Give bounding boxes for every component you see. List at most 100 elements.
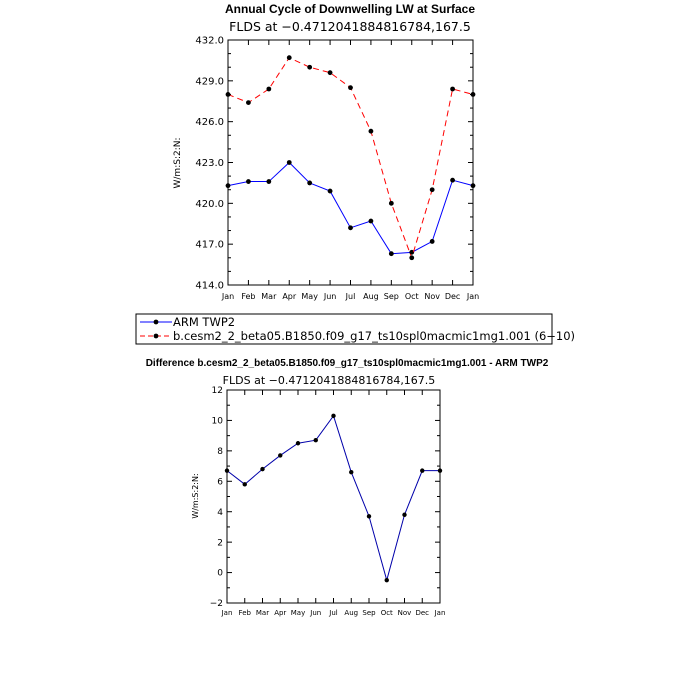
chart1-x-axis: Jan Feb Mar Apr May Jun Jul Aug Sep Oct Nov Dec Jan [221, 40, 479, 301]
c1-point [225, 92, 231, 97]
c1-ytick-label: 417.0 [195, 240, 224, 251]
c2-ytick-label: 10 [212, 417, 224, 427]
legend-label-arm: ARM TWP2 [173, 315, 235, 329]
c1-ytick-label: 420.0 [195, 199, 224, 210]
c1-point [368, 128, 374, 134]
chart1-subtitle: FLDS at −0.4712041884816784,167.5 [229, 19, 471, 34]
c1-point [286, 55, 292, 61]
c1-ytick-label: 432.0 [195, 36, 224, 47]
c1-xtick-label: Dec [445, 292, 460, 301]
chart2-title: Difference b.cesm2_2_beta05.B1850.f09_g1… [146, 358, 549, 369]
c2-series-line-0 [226, 414, 440, 583]
c1-point [368, 218, 374, 224]
c2-ytick-label: 6 [217, 477, 223, 487]
c1-point [409, 249, 415, 255]
c1-point [409, 255, 415, 261]
c1-xtick-label: Jul [345, 292, 356, 301]
c1-ytick-label: 423.0 [195, 158, 224, 169]
c2-point [402, 512, 407, 517]
c2-point [224, 468, 230, 473]
c1-xtick-label: Oct [405, 292, 419, 301]
c2-ytick-label: 8 [217, 447, 223, 457]
legend-marker-arm [153, 319, 159, 325]
chart1-plot-frame [227, 39, 474, 286]
c2-xtick-label: Feb [239, 609, 252, 617]
c1-point [307, 64, 313, 70]
chart1-title: Annual Cycle of Downwelling LW at Surfac… [225, 2, 475, 16]
chart2-y-axis: −2 0 2 4 6 8 10 12 [210, 386, 440, 609]
c2-point [384, 577, 389, 583]
c1-xtick-label: Nov [424, 292, 440, 301]
c1-point [388, 251, 394, 257]
c2-ytick-label: −2 [210, 599, 223, 609]
c1-point [348, 85, 353, 91]
c1-xtick-label: Jan [221, 292, 234, 301]
c2-point [331, 413, 336, 419]
chart2-ylabel: W/m:S:2:N: [191, 473, 200, 518]
c2-xtick-label: Jul [328, 609, 338, 617]
c2-ytick-label: 12 [212, 386, 223, 396]
c1-point [450, 86, 455, 92]
c1-xtick-label: Sep [384, 292, 399, 301]
chart1-series [225, 55, 476, 261]
c1-point [246, 100, 251, 106]
c1-point [266, 179, 272, 184]
chart1-y-axis: 414.0 417.0 420.0 423.0 426.0 429.0 432.0 [195, 36, 473, 292]
c2-point [260, 466, 265, 472]
chart-annual-cycle: Annual Cycle of Downwelling LW at Surfac… [173, 2, 479, 301]
c2-point [313, 438, 318, 443]
c1-point [266, 86, 272, 92]
chart-difference: Difference b.cesm2_2_beta05.B1850.f09_g1… [146, 358, 549, 617]
c1-ytick-label: 414.0 [195, 281, 224, 292]
c1-xtick-label: Apr [282, 292, 297, 301]
c2-ytick-label: 0 [217, 569, 223, 579]
c2-xtick-label: Jan [221, 609, 233, 617]
c1-point [286, 160, 292, 165]
chart2-subtitle: FLDS at −0.4712041884816784,167.5 [223, 374, 436, 387]
c2-xtick-label: Dec [415, 609, 429, 617]
c2-xtick-label: Oct [381, 609, 393, 617]
c2-xtick-label: Mar [256, 609, 269, 617]
c1-point [429, 187, 435, 193]
c1-xtick-label: Aug [363, 292, 379, 301]
chart2-x-axis: Jan Feb Mar Apr May Jun Jul Aug Sep Oct Nov Dec Jan [221, 390, 445, 617]
legend: ARM TWP2 b.cesm2_2_beta05.B1850.f09_g17_… [135, 313, 575, 345]
legend-label-cesm: b.cesm2_2_beta05.B1850.f09_g17_ts10spl0m… [173, 329, 575, 343]
c2-point [242, 482, 247, 487]
c2-ytick-label: 4 [217, 508, 223, 518]
c1-xtick-label: Feb [241, 292, 255, 301]
c2-xtick-label: May [291, 609, 305, 617]
c1-point [470, 92, 476, 97]
c1-series-line-0 [227, 161, 474, 255]
chart2-series [224, 413, 443, 583]
c1-xtick-label: May [301, 292, 318, 301]
legend-marker-cesm [153, 333, 159, 339]
c2-point [295, 441, 301, 446]
c1-ytick-label: 429.0 [195, 76, 224, 87]
c1-point [307, 180, 313, 186]
c2-xtick-label: Aug [344, 609, 358, 617]
c1-ytick-label: 426.0 [195, 117, 224, 128]
chart1-ylabel: W/m:S:2:N: [173, 138, 183, 189]
c1-point [348, 225, 353, 231]
c2-point [349, 469, 354, 475]
c1-xtick-label: Jan [466, 292, 479, 301]
c2-point [278, 453, 283, 458]
c2-ytick-label: 2 [217, 538, 223, 548]
c1-point [327, 188, 333, 194]
c2-xtick-label: Apr [274, 609, 286, 617]
c2-point [437, 468, 443, 473]
legend-box [135, 313, 553, 345]
c2-xtick-label: Sep [362, 609, 376, 617]
c2-xtick-label: Jun [309, 609, 321, 617]
chart2-plot-frame [226, 389, 441, 604]
c1-point [388, 200, 394, 206]
c2-point [366, 514, 372, 519]
c1-xtick-label: Jun [323, 292, 337, 301]
c1-xtick-label: Mar [261, 292, 277, 301]
c1-point [225, 183, 231, 189]
c1-point [429, 239, 435, 244]
c1-point [450, 177, 455, 183]
c2-xtick-label: Nov [398, 609, 412, 617]
